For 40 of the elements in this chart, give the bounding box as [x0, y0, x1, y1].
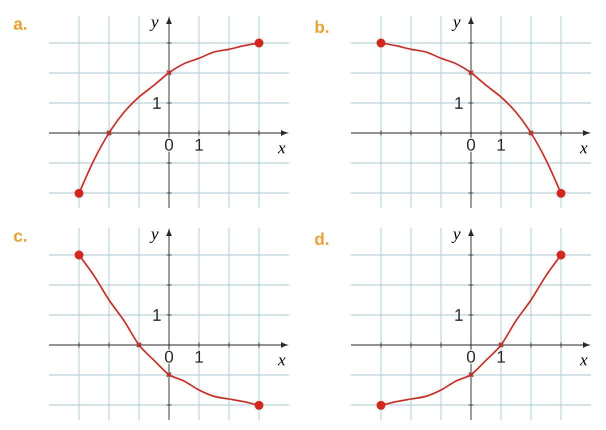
y-axis-title: y [452, 19, 461, 31]
point [498, 342, 504, 348]
x-axis-title: x [278, 145, 286, 154]
point [468, 70, 474, 76]
y-axis-title: y [150, 19, 159, 31]
chart-title: d. [315, 232, 328, 245]
x-tick-label: 1 [498, 139, 505, 151]
chart-title: b. [316, 20, 328, 33]
annotation: 1 [153, 309, 161, 321]
point [468, 372, 474, 378]
point [74, 188, 84, 198]
x-tick-label: 0 [466, 350, 476, 363]
x-tick-label: 0 [164, 138, 174, 151]
x-axis-title: x [580, 357, 588, 366]
point [106, 130, 112, 136]
annotation: 1 [455, 97, 463, 109]
x-tick-label: 1 [196, 139, 203, 151]
point [556, 188, 566, 198]
y-axis-title: y [452, 231, 461, 243]
chart-title: c. [14, 232, 26, 242]
point [376, 400, 386, 410]
point [74, 250, 84, 260]
point [556, 250, 566, 260]
point [376, 38, 386, 48]
x-axis-title: x [580, 145, 588, 154]
point [136, 342, 142, 348]
annotation: 1 [153, 97, 161, 109]
y-axis-title: y [150, 231, 159, 243]
x-axis-title: x [278, 357, 286, 366]
chart-title: a. [14, 20, 26, 30]
x-tick-label: 0 [164, 350, 174, 363]
point [254, 38, 264, 48]
x-tick-label: 0 [466, 138, 476, 151]
annotation: 1 [455, 309, 463, 321]
x-tick-label: 1 [498, 351, 505, 363]
point [166, 70, 172, 76]
x-tick-label: 1 [196, 351, 203, 363]
point [166, 372, 172, 378]
point [528, 130, 534, 136]
point [254, 400, 264, 410]
